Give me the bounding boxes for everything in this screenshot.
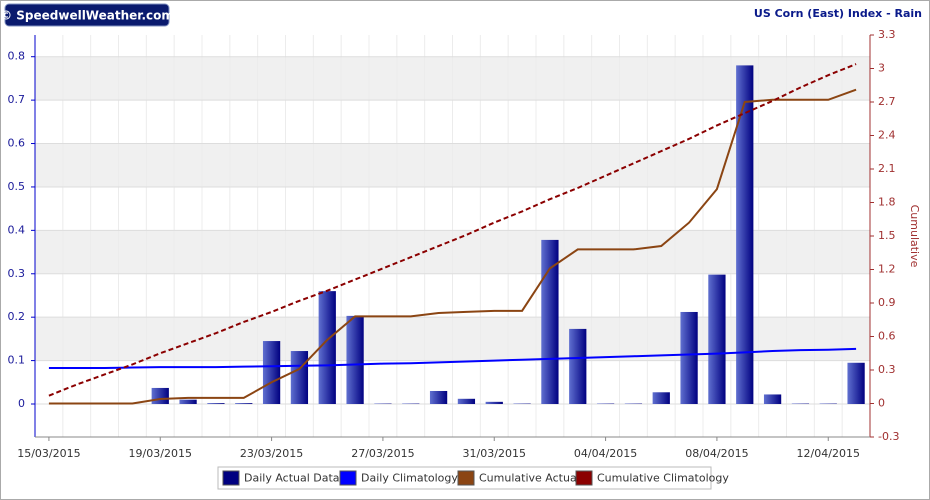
bar bbox=[708, 274, 726, 405]
y-tick-label: 0.3 bbox=[8, 267, 26, 280]
legend-swatch bbox=[575, 470, 593, 486]
x-tick-label: 04/04/2015 bbox=[574, 447, 637, 460]
line bbox=[48, 347, 857, 369]
bar bbox=[235, 403, 253, 405]
bar bbox=[429, 390, 448, 405]
y2-axis-label: Cumulative bbox=[908, 205, 921, 268]
chart-title: US Corn (East) Index - Rain bbox=[754, 7, 922, 20]
bar bbox=[262, 341, 281, 405]
bar bbox=[318, 291, 336, 405]
y-tick-label: 0.5 bbox=[8, 180, 26, 193]
y2-tick-label: 0.9 bbox=[878, 296, 896, 309]
bar bbox=[736, 65, 754, 405]
bar bbox=[680, 311, 698, 405]
bar bbox=[847, 362, 865, 405]
y-tick-label: 0.6 bbox=[8, 137, 26, 150]
x-tick-label: 23/03/2015 bbox=[240, 447, 303, 460]
bar bbox=[207, 403, 225, 405]
bar bbox=[485, 401, 503, 405]
bar bbox=[763, 394, 782, 405]
y2-tick-label: 3.3 bbox=[878, 28, 896, 41]
y2-tick-label: 3 bbox=[878, 62, 885, 75]
y2-tick-label: 0.6 bbox=[878, 330, 896, 343]
x-tick-label: 27/03/2015 bbox=[351, 447, 414, 460]
legend-swatch bbox=[222, 470, 240, 486]
y-tick-label: 0.1 bbox=[8, 354, 26, 367]
line bbox=[48, 88, 857, 405]
logo-box bbox=[4, 3, 170, 27]
y-tick-label: 0.8 bbox=[8, 50, 26, 63]
y2-tick-label: 2.7 bbox=[878, 95, 896, 108]
legend-swatch bbox=[339, 470, 357, 486]
legend-label: Daily Actual Data bbox=[244, 472, 340, 485]
y-tick-label: 0.4 bbox=[8, 223, 26, 236]
legend-swatch bbox=[457, 470, 475, 486]
bar bbox=[346, 315, 364, 405]
bar bbox=[290, 351, 309, 405]
bar bbox=[569, 328, 587, 405]
y-tick-label: 0.7 bbox=[8, 93, 26, 106]
y2-tick-label: 2.1 bbox=[878, 162, 896, 175]
logo: © SpeedwellWeather.com bbox=[0, 3, 174, 27]
y2-tick-label: -0.3 bbox=[878, 430, 899, 443]
bar bbox=[652, 392, 670, 405]
logo-text: © SpeedwellWeather.com bbox=[0, 9, 174, 23]
y2-tick-label: 1.5 bbox=[878, 229, 896, 242]
x-tick-label: 12/04/2015 bbox=[797, 447, 860, 460]
bar bbox=[179, 399, 197, 405]
line bbox=[48, 63, 857, 397]
y-tick-label: 0 bbox=[18, 397, 25, 410]
y2-tick-label: 2.4 bbox=[878, 129, 896, 142]
x-tick-label: 15/03/2015 bbox=[17, 447, 80, 460]
x-tick-label: 31/03/2015 bbox=[463, 447, 526, 460]
y2-tick-label: 0 bbox=[878, 397, 885, 410]
bar bbox=[457, 398, 476, 405]
x-tick-label: 19/03/2015 bbox=[129, 447, 192, 460]
bar bbox=[541, 239, 559, 405]
legend-label: Cumulative Actuals bbox=[479, 472, 586, 485]
bar bbox=[151, 387, 169, 405]
y2-tick-label: 1.8 bbox=[878, 196, 896, 209]
legend-label: Cumulative Climatology bbox=[597, 472, 729, 485]
legend: Daily Actual Data Daily Climatology Cumula… bbox=[217, 466, 729, 490]
legend-label: Daily Climatology bbox=[361, 472, 458, 485]
y2-tick-label: 1.2 bbox=[878, 263, 896, 276]
x-tick-label: 08/04/2015 bbox=[685, 447, 748, 460]
y-tick-label: 0.2 bbox=[8, 310, 26, 323]
y2-tick-label: 0.3 bbox=[878, 363, 896, 376]
